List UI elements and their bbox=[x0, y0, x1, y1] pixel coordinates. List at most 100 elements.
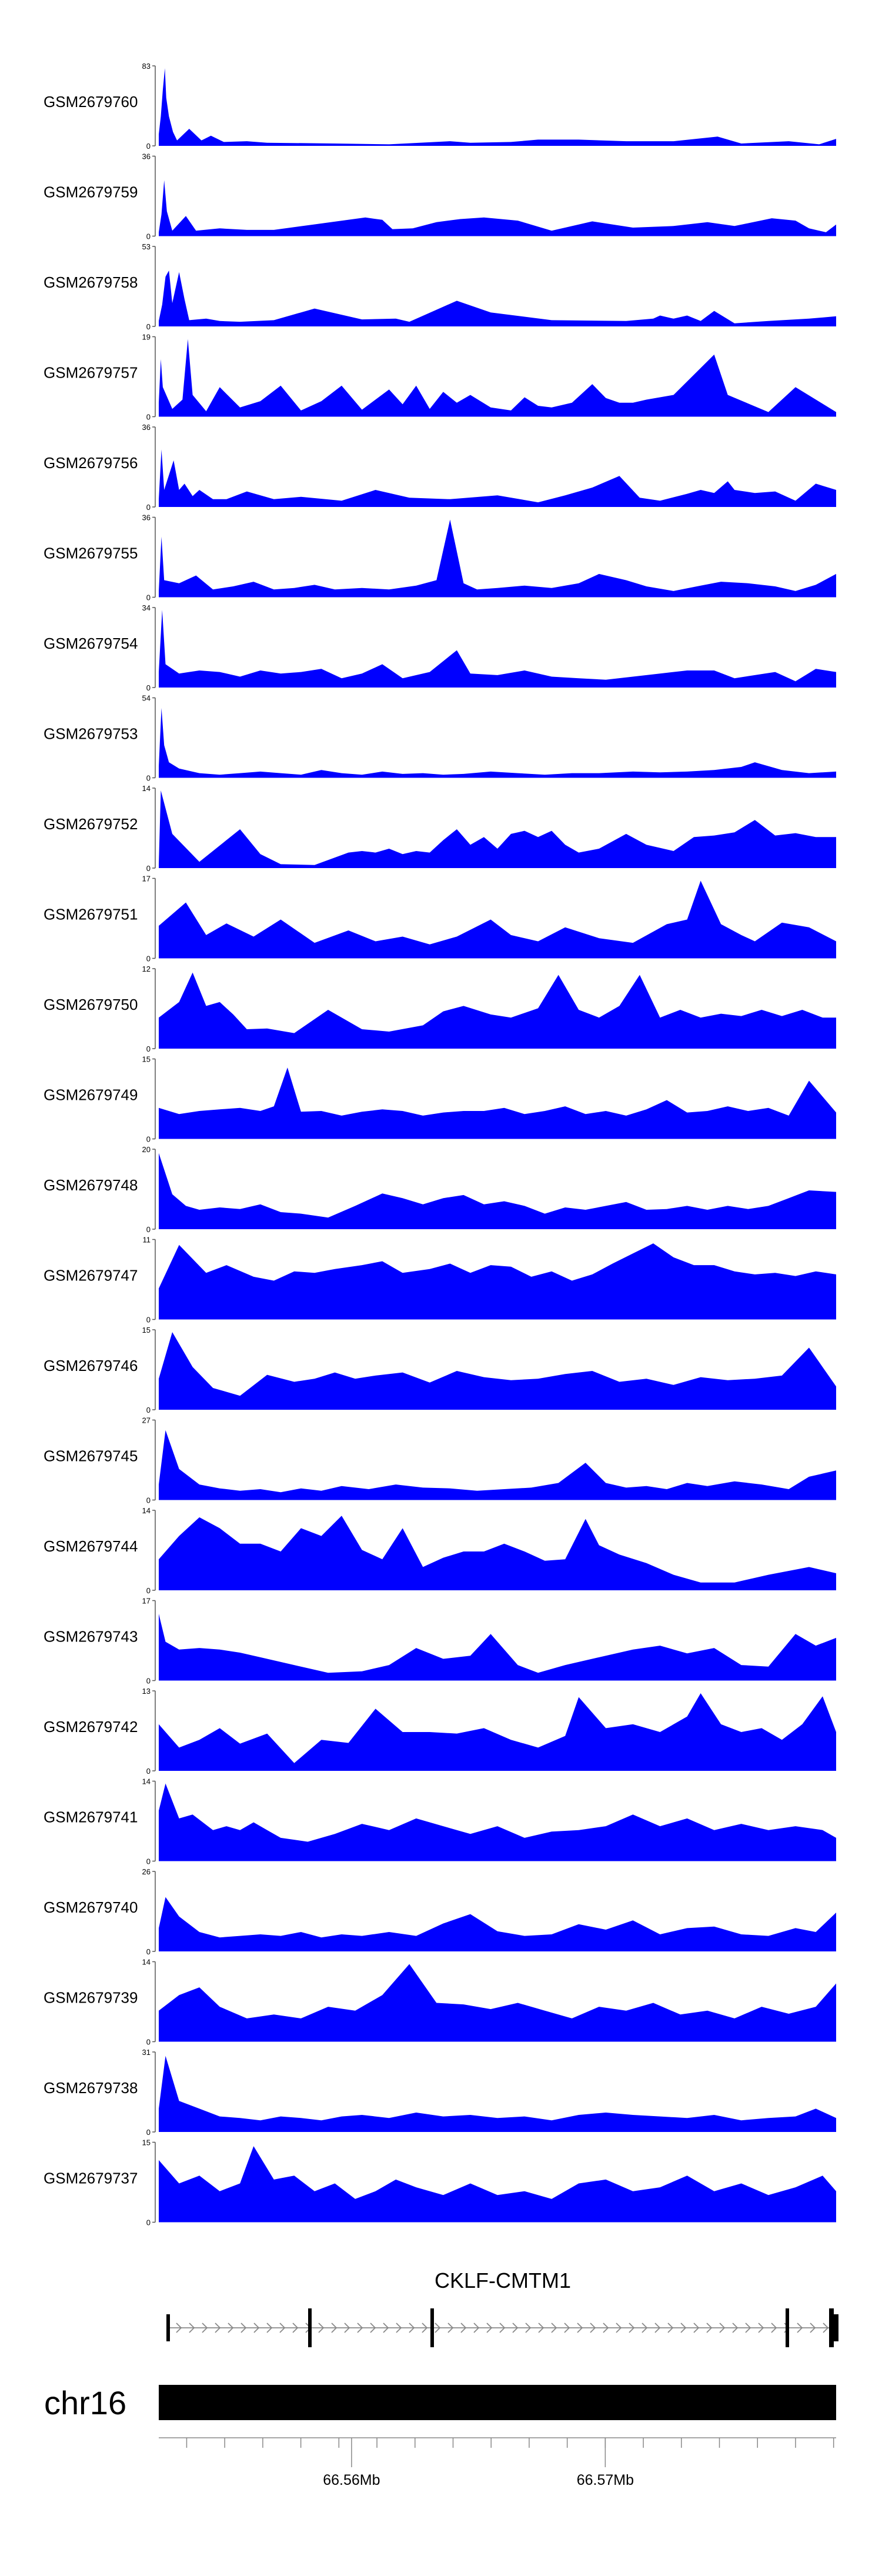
strand-arrow bbox=[642, 2323, 648, 2333]
strand-arrow bbox=[629, 2323, 635, 2333]
y-max-label: 27 bbox=[142, 1416, 151, 1425]
y-max-label: 36 bbox=[142, 423, 151, 432]
strand-arrow bbox=[758, 2323, 764, 2333]
y-max-label: 31 bbox=[142, 2048, 151, 2057]
track-GSM2679748: GSM2679748 20 0 bbox=[44, 1145, 836, 1234]
track-label: GSM2679756 bbox=[44, 454, 138, 472]
y-min-label: 0 bbox=[146, 1496, 151, 1505]
track-label: GSM2679751 bbox=[44, 906, 138, 923]
y-min-label: 0 bbox=[146, 1857, 151, 1866]
y-min-label: 0 bbox=[146, 503, 151, 512]
track-GSM2679740: GSM2679740 26 0 bbox=[44, 1867, 836, 1956]
strand-arrow bbox=[577, 2323, 583, 2333]
strand-arrow bbox=[654, 2323, 661, 2333]
strand-arrow bbox=[538, 2323, 544, 2333]
y-min-label: 0 bbox=[146, 322, 151, 331]
track-GSM2679749: GSM2679749 15 0 bbox=[44, 1055, 836, 1144]
coverage-area bbox=[159, 610, 836, 688]
track-GSM2679758: GSM2679758 53 0 bbox=[44, 242, 836, 331]
coverage-area bbox=[159, 68, 836, 146]
strand-arrow bbox=[396, 2323, 402, 2333]
exon-block bbox=[430, 2308, 434, 2347]
chromosome-label: chr16 bbox=[44, 2384, 126, 2421]
y-min-label: 0 bbox=[146, 2038, 151, 2047]
y-max-label: 15 bbox=[142, 1055, 151, 1064]
chromosome-band bbox=[159, 2385, 836, 2420]
strand-arrow bbox=[680, 2323, 687, 2333]
strand-arrow bbox=[732, 2323, 739, 2333]
strand-arrow bbox=[344, 2323, 350, 2333]
strand-arrow bbox=[292, 2323, 299, 2333]
strand-arrow bbox=[603, 2323, 609, 2333]
coverage-area bbox=[159, 1067, 836, 1139]
y-max-label: 53 bbox=[142, 242, 151, 251]
coverage-area bbox=[159, 972, 836, 1049]
strand-arrow bbox=[460, 2323, 467, 2333]
axis-tick-label: 66.56Mb bbox=[323, 2472, 380, 2488]
strand-arrow bbox=[706, 2323, 713, 2333]
coverage-area bbox=[159, 1614, 836, 1681]
track-label: GSM2679753 bbox=[44, 725, 138, 743]
track-label: GSM2679741 bbox=[44, 1808, 138, 1826]
strand-arrow bbox=[771, 2323, 777, 2333]
y-max-label: 20 bbox=[142, 1145, 151, 1154]
y-min-label: 0 bbox=[146, 1135, 151, 1144]
track-GSM2679753: GSM2679753 54 0 bbox=[44, 694, 836, 783]
axis-tick-label: 66.57Mb bbox=[577, 2472, 634, 2488]
strand-arrow bbox=[383, 2323, 389, 2333]
genome-axis: 66.56Mb 66.57Mb bbox=[159, 2437, 836, 2488]
coverage-area bbox=[159, 519, 836, 598]
coverage-area bbox=[159, 271, 836, 326]
track-GSM2679741: GSM2679741 14 0 bbox=[44, 1777, 836, 1866]
strand-arrow bbox=[422, 2323, 428, 2333]
track-label: GSM2679755 bbox=[44, 545, 138, 562]
strand-arrow bbox=[266, 2323, 273, 2333]
track-GSM2679742: GSM2679742 13 0 bbox=[44, 1687, 836, 1776]
coverage-area bbox=[159, 1897, 836, 1951]
y-min-label: 0 bbox=[146, 1586, 151, 1595]
coverage-area bbox=[159, 1693, 836, 1771]
track-GSM2679760: GSM2679760 83 0 bbox=[44, 62, 836, 151]
coverage-area bbox=[159, 1430, 836, 1500]
exon-block bbox=[829, 2308, 834, 2347]
track-label: GSM2679745 bbox=[44, 1447, 138, 1465]
y-max-label: 19 bbox=[142, 333, 151, 342]
exon-block bbox=[308, 2308, 312, 2347]
y-max-label: 15 bbox=[142, 1326, 151, 1334]
chromosome-track: chr16 bbox=[44, 2384, 836, 2421]
y-min-label: 0 bbox=[146, 232, 151, 241]
track-GSM2679759: GSM2679759 36 0 bbox=[44, 152, 836, 241]
coverage-area bbox=[159, 2056, 836, 2132]
coverage-area bbox=[159, 180, 836, 236]
y-min-label: 0 bbox=[146, 1316, 151, 1324]
track-label: GSM2679747 bbox=[44, 1267, 138, 1284]
coverage-area bbox=[159, 708, 836, 778]
strand-arrow bbox=[499, 2323, 506, 2333]
track-label: GSM2679737 bbox=[44, 2170, 138, 2187]
gene-annotation-track: CKLF-CMTM1 bbox=[166, 2268, 838, 2347]
track-GSM2679757: GSM2679757 19 0 bbox=[44, 333, 836, 422]
strand-arrow bbox=[616, 2323, 622, 2333]
track-GSM2679754: GSM2679754 34 0 bbox=[44, 603, 836, 692]
track-GSM2679755: GSM2679755 36 0 bbox=[44, 513, 836, 602]
track-GSM2679752: GSM2679752 14 0 bbox=[44, 784, 836, 873]
strand-arrow bbox=[473, 2323, 480, 2333]
track-label: GSM2679748 bbox=[44, 1176, 138, 1194]
strand-arrow bbox=[564, 2323, 570, 2333]
strand-arrow bbox=[253, 2323, 260, 2333]
strand-arrow bbox=[331, 2323, 338, 2333]
track-label: GSM2679749 bbox=[44, 1086, 138, 1104]
y-min-label: 0 bbox=[146, 864, 151, 873]
y-max-label: 12 bbox=[142, 965, 151, 973]
y-min-label: 0 bbox=[146, 413, 151, 422]
strand-arrow bbox=[318, 2323, 325, 2333]
track-label: GSM2679760 bbox=[44, 93, 138, 111]
strand-arrow bbox=[447, 2323, 454, 2333]
y-max-label: 26 bbox=[142, 1867, 151, 1876]
exon-block bbox=[786, 2308, 789, 2347]
track-GSM2679746: GSM2679746 15 0 bbox=[44, 1326, 836, 1414]
track-label: GSM2679738 bbox=[44, 2079, 138, 2097]
coverage-area bbox=[159, 1243, 836, 1320]
strand-arrow bbox=[409, 2323, 415, 2333]
track-GSM2679739: GSM2679739 14 0 bbox=[44, 1958, 836, 2047]
